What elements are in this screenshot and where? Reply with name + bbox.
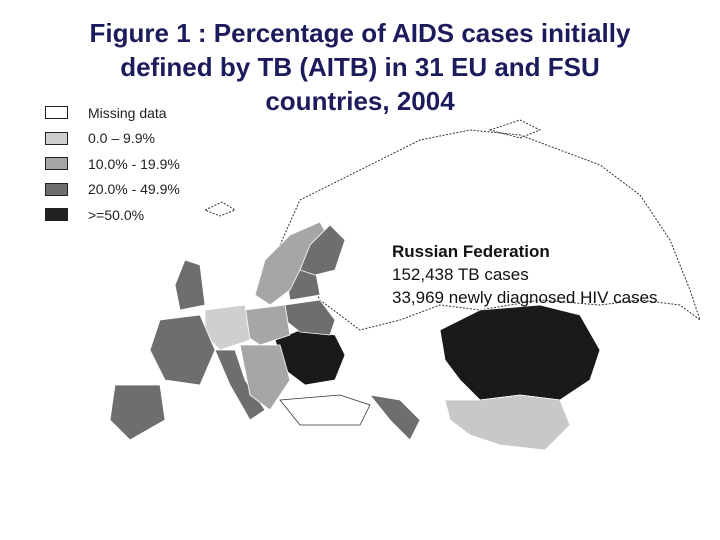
finland	[299, 224, 346, 276]
title-line-3: countries, 2004	[265, 86, 455, 116]
legend-label: 20.0% - 49.9%	[88, 181, 180, 198]
legend-item-missing: Missing data	[45, 100, 180, 126]
arctic-islands	[203, 119, 542, 217]
iberia	[109, 384, 166, 441]
title-line-1: Figure 1 : Percentage of AIDS cases init…	[89, 18, 631, 48]
caucasus	[369, 394, 421, 441]
legend-swatch	[45, 106, 68, 120]
legend-item-20-50: 20.0% - 49.9%	[45, 177, 180, 203]
legend-item-0-10: 0.0 – 9.9%	[45, 126, 180, 152]
legend-label: >=50.0%	[88, 206, 145, 223]
central-asia	[444, 394, 571, 451]
figure-title: Figure 1 : Percentage of AIDS cases init…	[40, 16, 680, 118]
france	[149, 314, 216, 386]
legend-swatch	[45, 157, 68, 171]
legend-label: Missing data	[88, 104, 167, 121]
legend-item-10-20: 10.0% - 19.9%	[45, 151, 180, 177]
callout-tb-cases: 152,438 TB cases	[392, 265, 529, 284]
callout-hiv-cases: 33,969 newly diagnosed HIV cases	[392, 288, 658, 307]
legend-label: 0.0 – 9.9%	[88, 130, 155, 147]
turkey	[279, 394, 371, 426]
belarus	[284, 299, 336, 336]
russia-callout: Russian Federation 152,438 TB cases 33,9…	[392, 240, 658, 309]
russia-outline	[279, 129, 701, 331]
title-line-2: defined by TB (AITB) in 31 EU and FSU	[120, 52, 600, 82]
callout-country: Russian Federation	[392, 242, 550, 261]
uk	[174, 259, 206, 311]
italy	[214, 349, 266, 421]
legend-item-50-plus: >=50.0%	[45, 202, 180, 228]
legend-swatch	[45, 208, 68, 222]
balkans	[239, 344, 291, 411]
map-legend: Missing data 0.0 – 9.9% 10.0% - 19.9% 20…	[45, 100, 180, 228]
legend-label: 10.0% - 19.9%	[88, 155, 180, 172]
legend-swatch	[45, 131, 68, 145]
kazakhstan	[439, 304, 601, 401]
legend-swatch	[45, 182, 68, 196]
